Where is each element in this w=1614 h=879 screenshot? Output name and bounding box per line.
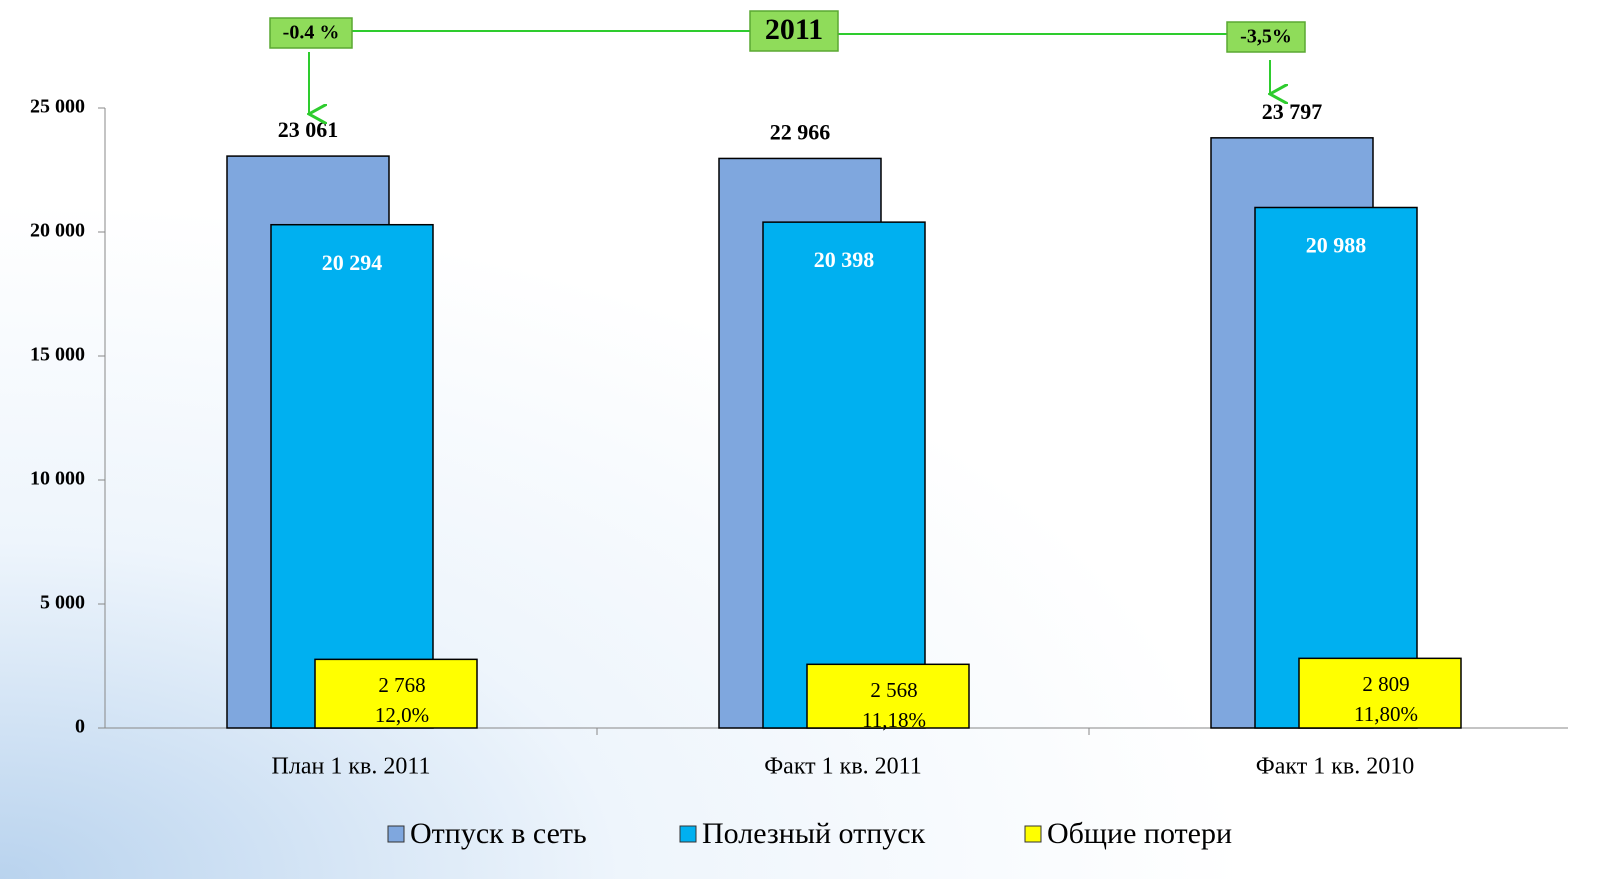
bar — [270, 223, 434, 729]
bar — [762, 221, 926, 729]
annotation: 2011 — [765, 13, 823, 46]
y-tick-label: 15 000 — [30, 344, 85, 366]
legend-swatch — [387, 825, 405, 843]
legend-swatch — [679, 825, 697, 843]
bar — [314, 658, 478, 729]
y-tick-label: 10 000 — [30, 468, 85, 490]
data-label: 22 966 — [770, 119, 831, 144]
y-tick-label: 25 000 — [30, 96, 85, 118]
data-label: 20 988 — [1306, 233, 1367, 258]
data-label: 23 061 — [278, 117, 339, 142]
x-tick-label: Факт 1 кв. 2011 — [764, 754, 922, 780]
annotation-box — [269, 17, 353, 49]
x-tick-label: План 1 кв. 2011 — [272, 754, 431, 780]
data-label: 20 294 — [322, 250, 383, 275]
y-tick-label: 5 000 — [40, 592, 85, 614]
annotation-box — [1226, 21, 1306, 53]
share-label: 11,80% — [1354, 702, 1418, 726]
legend-label: Полезный отпуск — [702, 817, 926, 850]
annotation: -0.4 % — [283, 22, 340, 44]
legend-label: Общие потери — [1047, 817, 1232, 850]
data-label: 2 768 — [378, 673, 425, 697]
data-label: 2 568 — [870, 678, 917, 702]
legend-swatch — [1024, 825, 1042, 843]
bar — [1298, 657, 1462, 729]
x-tick-label: Факт 1 кв. 2010 — [1256, 754, 1414, 780]
data-label: 20 398 — [814, 247, 875, 272]
data-label: 23 797 — [1262, 99, 1323, 124]
share-label: 12,0% — [375, 703, 429, 727]
y-tick-label: 0 — [75, 716, 85, 738]
y-tick-label: 20 000 — [30, 220, 85, 242]
share-label: 11,18% — [862, 708, 926, 732]
annotation-box — [749, 10, 839, 52]
annotation: -3,5% — [1240, 26, 1292, 48]
data-label: 2 809 — [1362, 672, 1409, 696]
bar — [1254, 206, 1418, 729]
bar — [806, 663, 970, 729]
legend-label: Отпуск в сеть — [410, 817, 587, 850]
